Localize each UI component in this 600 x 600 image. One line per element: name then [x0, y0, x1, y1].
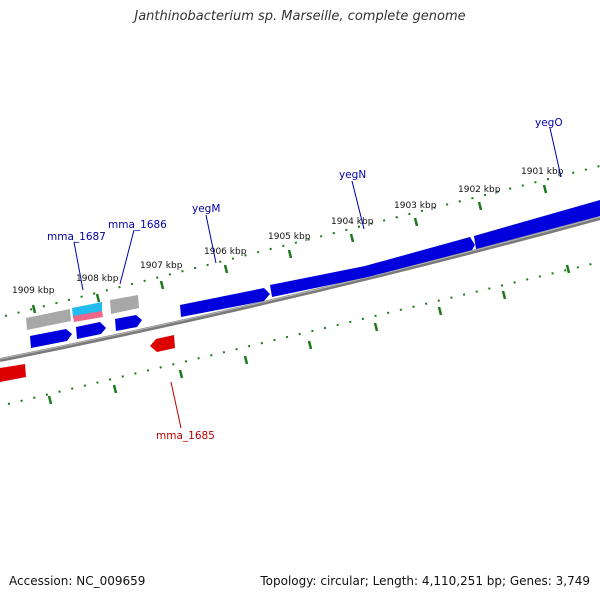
- genome-backbone-highlight: [0, 216, 600, 360]
- major-tick: [437, 306, 443, 316]
- genome-summary-text: Topology: circular; Length: 4,110,251 bp…: [260, 574, 590, 588]
- major-tick: [307, 340, 313, 350]
- gene-mma_1686[interactable]: [110, 295, 139, 314]
- gene-mma_1687[interactable]: [72, 302, 102, 318]
- major-tick: [542, 184, 548, 194]
- ruler-label-1903: 1903 kbp: [394, 201, 437, 211]
- ruler-label-1902: 1902 kbp: [458, 185, 501, 195]
- ruler-label-1909: 1909 kbp: [12, 286, 55, 296]
- major-tick: [159, 280, 165, 290]
- major-tick: [477, 201, 483, 211]
- gene-label-yegO[interactable]: yegO: [535, 117, 563, 129]
- ruler-label-1904: 1904 kbp: [331, 217, 374, 227]
- major-tick: [501, 290, 507, 300]
- major-tick: [47, 395, 53, 405]
- gene-label-mma_1686[interactable]: mma_1686: [108, 219, 167, 231]
- leader-mma_1687: [73, 241, 84, 291]
- ruler-label-1906: 1906 kbp: [204, 247, 247, 257]
- major-tick: [413, 217, 419, 227]
- lower-scale-track: [7, 261, 600, 405]
- gene-mma_1687-pink[interactable]: [73, 311, 103, 322]
- gene-label-yegN[interactable]: yegN: [339, 169, 366, 181]
- gene-label-mma_1687[interactable]: mma_1687: [47, 231, 106, 243]
- upper-major-ticks: [31, 184, 548, 314]
- gene-yegN[interactable]: [270, 237, 475, 297]
- major-tick: [95, 293, 101, 303]
- major-tick: [223, 264, 229, 274]
- major-tick: [178, 369, 184, 379]
- gene-mma_1687-lower[interactable]: [30, 329, 72, 348]
- ruler-label-1905: 1905 kbp: [268, 232, 311, 242]
- accession-text: Accession: NC_009659: [9, 574, 146, 588]
- gene-gray-1[interactable]: [26, 309, 71, 330]
- major-tick: [349, 233, 355, 243]
- gene-label-mma_1685[interactable]: mma_1685: [156, 430, 215, 442]
- gene-mma_1685[interactable]: [150, 335, 175, 352]
- major-tick: [373, 322, 379, 332]
- gene-yegM[interactable]: [180, 288, 270, 317]
- gene-label-yegM[interactable]: yegM: [192, 203, 220, 215]
- forward-genes: [30, 200, 600, 348]
- ruler-label-1907: 1907 kbp: [140, 261, 183, 271]
- gene-labels: yegO yegN yegM mma_1686 mma_1687 mma_168…: [47, 117, 563, 442]
- major-tick: [287, 249, 293, 259]
- ruler-labels: 1901 kbp 1902 kbp 1903 kbp 1904 kbp 1905…: [12, 167, 564, 296]
- leader-yegO: [549, 127, 562, 178]
- leader-mma_1686: [119, 229, 135, 285]
- label-leaders: [73, 127, 562, 429]
- major-tick: [112, 384, 118, 394]
- leader-mma_1685: [170, 381, 182, 429]
- ruler-label-1901: 1901 kbp: [521, 167, 564, 177]
- leader-yegM: [205, 214, 217, 264]
- gene-yegO[interactable]: [474, 200, 600, 249]
- major-tick: [31, 304, 37, 314]
- leader-yegN: [351, 180, 365, 230]
- other-genes: [26, 295, 139, 330]
- gene-forward-small[interactable]: [76, 322, 106, 339]
- lower-major-ticks: [47, 264, 571, 405]
- map-title: Janthinobacterium sp. Marseille, complet…: [134, 9, 466, 24]
- reverse-genes: [0, 335, 175, 382]
- ruler-label-1908: 1908 kbp: [76, 274, 119, 284]
- major-tick: [565, 264, 571, 274]
- genome-backbone: [0, 216, 600, 362]
- gene-forward-small-2[interactable]: [115, 315, 142, 331]
- gene-reverse-edge[interactable]: [0, 364, 26, 382]
- major-tick: [243, 355, 249, 365]
